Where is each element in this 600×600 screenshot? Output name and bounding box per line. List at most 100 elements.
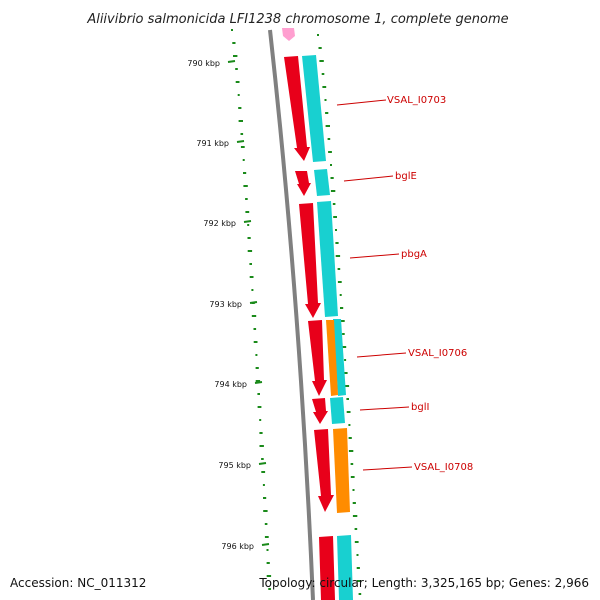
gc-dot-inner <box>257 393 260 395</box>
gc-dot-outer <box>328 151 332 153</box>
gc-dot-inner <box>251 315 257 317</box>
gc-dot-outer <box>356 567 360 569</box>
gc-dot-outer <box>342 333 345 335</box>
gene-arrow-vsal-i0706-fwd <box>308 320 327 396</box>
accession-text: Accession: NC_011312 <box>10 576 146 590</box>
gc-dot-inner <box>243 185 248 187</box>
gc-dot-outer <box>354 541 359 543</box>
gc-dot-inner <box>237 94 240 96</box>
gc-dot-inner <box>247 224 250 226</box>
gc-dot-outer <box>346 411 351 413</box>
gc-dot-inner <box>261 471 266 473</box>
gc-dot-inner <box>247 237 251 239</box>
gc-dot-inner <box>255 380 261 382</box>
gc-dot-inner <box>266 549 269 551</box>
gc-dot-outer <box>342 346 347 348</box>
gc-dot-inner <box>266 575 272 577</box>
tick-label-796: 796 kbp <box>221 542 254 551</box>
gene-block-pbga-rev <box>317 201 338 317</box>
gc-dot-inner <box>247 250 253 252</box>
gc-dot-inner <box>235 68 238 70</box>
map-title: Aliivibrio salmonicida LFI1238 chromosom… <box>86 12 508 27</box>
gc-dot-outer <box>356 554 359 556</box>
gene-label-vsal-i0706: VSAL_I0706 <box>356 348 467 359</box>
pink-feature <box>282 28 295 41</box>
gc-dot-outer <box>324 99 327 101</box>
gc-dot-inner <box>238 107 242 109</box>
scale-tick-791: 791 kbp <box>196 139 245 148</box>
tick-label-791: 791 kbp <box>196 139 229 148</box>
forward-genes <box>284 56 335 600</box>
gene-labels: VSAL_I0703 bglE pbgA VSAL_I0706 bglI VSA… <box>336 95 473 473</box>
scale-ticks: 790 kbp 791 kbp 792 kbp 793 kbp 794 kbp … <box>187 59 270 551</box>
gc-dot-inner <box>233 55 238 57</box>
gc-dot-inner <box>255 354 258 356</box>
gc-dot-inner <box>253 341 258 343</box>
gc-dot-inner <box>264 536 269 538</box>
gc-dot-inner <box>235 81 240 83</box>
gc-dot-outer <box>344 385 350 387</box>
gene-label-text: bglE <box>395 171 417 182</box>
gc-dot-outer <box>335 242 339 244</box>
gc-dot-inner <box>249 276 254 278</box>
tick-label-795: 795 kbp <box>218 461 251 470</box>
gc-dot-outer <box>330 190 336 192</box>
gc-dot-outer <box>352 489 355 491</box>
gc-dot-outer <box>352 515 358 517</box>
gc-dot-outer <box>339 294 342 296</box>
gene-block-bottom-rev <box>337 535 353 600</box>
gc-dot-inner <box>263 497 267 499</box>
gc-dot-outer <box>321 73 325 75</box>
gc-dot-inner <box>238 120 243 122</box>
gc-dot-inner <box>240 146 245 148</box>
gc-dot-outer <box>340 307 344 309</box>
gc-dot-outer <box>335 229 337 231</box>
gc-dot-inner <box>240 133 244 135</box>
gene-block-bgle-rev <box>314 169 330 196</box>
gene-label-text: bglI <box>411 402 429 413</box>
gc-dot-inner <box>266 562 270 564</box>
gc-dot-inner <box>245 211 250 213</box>
scale-tick-795: 795 kbp <box>218 461 267 470</box>
gene-arrow-vsal-i0703-fwd <box>284 56 310 161</box>
gc-dot-outer <box>317 34 319 36</box>
gc-dot-inner <box>243 172 247 174</box>
gene-arrow-bottom-fwd <box>319 536 335 600</box>
gc-dot-inner <box>259 419 262 421</box>
tick-label-793: 793 kbp <box>209 300 242 309</box>
gc-dot-outer <box>330 177 334 179</box>
gc-dot-inner <box>242 159 245 161</box>
gc-dot-outer <box>332 203 336 205</box>
gc-dot-outer <box>344 372 348 374</box>
gene-label-bgli: bglI <box>359 402 429 413</box>
tick-label-792: 792 kbp <box>203 219 236 228</box>
gc-dot-outer <box>340 320 345 322</box>
scale-tick-796: 796 kbp <box>221 542 270 551</box>
scale-tick-794: 794 kbp <box>214 380 263 389</box>
scale-tick-790: 790 kbp <box>187 59 236 68</box>
gc-dot-inner <box>255 367 259 369</box>
gc-dot-inner <box>263 510 268 512</box>
gc-dot-outer <box>358 593 362 595</box>
gc-dot-outer <box>333 216 337 218</box>
gc-dot-outer <box>337 281 342 283</box>
tick-label-790: 790 kbp <box>187 59 220 68</box>
gc-dot-outer <box>348 437 352 439</box>
gc-dot-outer <box>348 450 354 452</box>
reverse-genes <box>302 55 353 600</box>
gc-dot-outer <box>325 125 330 127</box>
gc-dot-outer <box>354 528 358 530</box>
gc-dot-outer <box>337 268 341 270</box>
gene-label-pbga: pbgA <box>349 249 427 260</box>
gc-dots-outer <box>317 34 362 595</box>
gene-label-vsal-i0708: VSAL_I0708 <box>362 462 473 473</box>
gc-dot-outer <box>356 580 362 582</box>
gc-dot-inner <box>232 42 236 44</box>
gc-dot-inner <box>231 29 233 31</box>
gc-dot-inner <box>249 263 252 265</box>
gene-label-vsal-i0703: VSAL_I0703 <box>336 95 446 106</box>
gc-dot-outer <box>318 47 322 49</box>
gene-block-vsal-i0708-other <box>333 428 350 513</box>
gene-arrow-bgle-fwd <box>295 171 311 196</box>
gene-block-bgli-rev <box>330 397 345 424</box>
